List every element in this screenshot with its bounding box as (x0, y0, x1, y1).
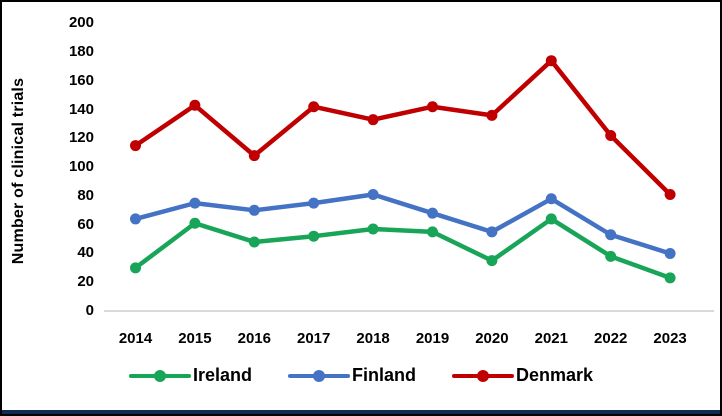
data-point-ireland-2023 (664, 272, 676, 284)
y-tick-label-0: 0 (85, 302, 94, 319)
legend-label-denmark: Denmark (515, 365, 594, 385)
legend-dot-denmark (476, 369, 489, 382)
data-point-ireland-2018 (367, 223, 379, 235)
data-point-finland-2020 (486, 226, 498, 238)
data-point-ireland-2016 (248, 236, 260, 248)
data-point-denmark-2021 (545, 55, 557, 67)
x-tick-label-2023: 2023 (653, 330, 687, 347)
x-tick-label-2019: 2019 (415, 330, 450, 347)
y-tick-label-20: 20 (77, 273, 94, 291)
data-point-ireland-2020 (486, 255, 498, 267)
legend-item-ireland: Ireland (128, 365, 252, 386)
legend-marker-ireland (128, 369, 191, 382)
data-point-finland-2021 (545, 193, 557, 205)
data-point-ireland-2019 (427, 226, 438, 238)
data-point-finland-2015 (189, 197, 201, 209)
data-point-ireland-2017 (308, 230, 320, 242)
series-line-finland (133, 192, 673, 256)
x-tick-label-2017: 2017 (297, 330, 331, 347)
legend-marker-finland (287, 369, 350, 382)
data-point-finland-2018 (367, 188, 379, 200)
legend-item-finland: Finland (287, 365, 416, 386)
legend-marker-denmark (451, 369, 514, 382)
y-tick-label-160: 160 (68, 71, 94, 89)
x-tick-label-2022: 2022 (594, 330, 628, 347)
data-point-denmark-2018 (367, 114, 379, 126)
data-point-denmark-2015 (189, 99, 201, 111)
chart-legend: Ireland Finland Denmark (2, 365, 720, 386)
y-tick-label-140: 140 (68, 100, 94, 118)
window-bottom-edge (2, 410, 720, 414)
data-point-ireland-2021 (545, 213, 557, 225)
series-line-denmark (133, 58, 673, 197)
data-point-finland-2014 (130, 213, 141, 225)
data-point-finland-2023 (664, 247, 676, 259)
data-point-finland-2019 (427, 207, 438, 219)
x-tick-label-2015: 2015 (178, 330, 212, 347)
data-point-ireland-2015 (189, 217, 201, 229)
data-point-ireland-2014 (130, 262, 141, 274)
data-point-denmark-2014 (130, 140, 141, 152)
legend-dot-ireland (153, 369, 166, 382)
y-tick-label-120: 120 (68, 129, 94, 147)
x-tick-label-2014: 2014 (118, 330, 153, 347)
x-tick-label-2018: 2018 (356, 330, 390, 347)
y-tick-label-60: 60 (77, 215, 94, 233)
data-point-denmark-2019 (427, 101, 438, 113)
y-axis-title: Number of clinical trials (10, 77, 27, 265)
legend-item-denmark: Denmark (451, 365, 594, 386)
y-tick-label-200: 200 (68, 14, 94, 32)
y-tick-label-100: 100 (68, 158, 94, 176)
data-point-denmark-2022 (605, 130, 617, 142)
y-tick-label-80: 80 (77, 186, 94, 204)
data-point-denmark-2020 (486, 109, 498, 121)
x-tick-label-2020: 2020 (475, 330, 509, 347)
legend-dot-finland (312, 369, 325, 382)
x-tick-label-2016: 2016 (237, 330, 271, 347)
data-point-ireland-2022 (605, 250, 617, 262)
y-tick-label-40: 40 (77, 244, 94, 262)
data-point-finland-2016 (248, 204, 260, 216)
x-tick-label-2021: 2021 (534, 330, 568, 347)
data-point-finland-2022 (605, 229, 617, 241)
legend-label-finland: Finland (351, 365, 416, 385)
data-point-denmark-2017 (308, 101, 320, 113)
y-tick-label-180: 180 (68, 43, 94, 61)
data-point-finland-2017 (308, 197, 320, 209)
data-point-denmark-2016 (248, 150, 260, 162)
series-line-ireland (133, 216, 673, 281)
legend-label-ireland: Ireland (192, 365, 252, 385)
data-point-denmark-2023 (664, 188, 676, 200)
